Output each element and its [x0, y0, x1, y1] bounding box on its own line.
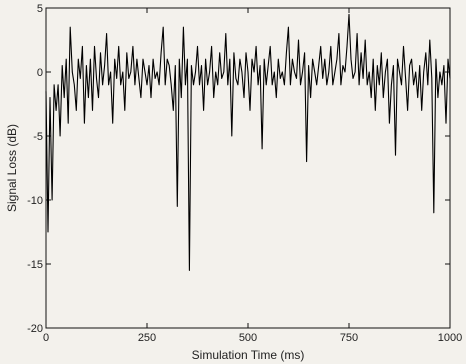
y-tick-label: -20	[27, 323, 43, 335]
x-tick-labels: 0 250 500 750 1000	[43, 332, 462, 344]
y-tick-label: -10	[27, 195, 43, 207]
y-tick-label: 5	[37, 3, 43, 15]
signal-loss-line	[45, 13, 451, 271]
y-axis-title: Signal Loss (dB)	[5, 124, 19, 212]
x-axis-title: Simulation Time (ms)	[192, 348, 305, 362]
axis-ticks	[45, 7, 451, 329]
plot-area	[45, 7, 451, 329]
y-tick-label: 0	[37, 67, 43, 79]
x-tick-label: 1000	[438, 332, 462, 344]
y-tick-labels: -20 -15 -10 -5 0 5	[27, 3, 43, 335]
x-tick-label: 250	[138, 332, 156, 344]
x-tick-label: 0	[43, 332, 49, 344]
x-tick-label: 500	[239, 332, 257, 344]
y-tick-label: -5	[33, 131, 43, 143]
x-tick-label: 750	[340, 332, 358, 344]
y-tick-label: -15	[27, 259, 43, 271]
